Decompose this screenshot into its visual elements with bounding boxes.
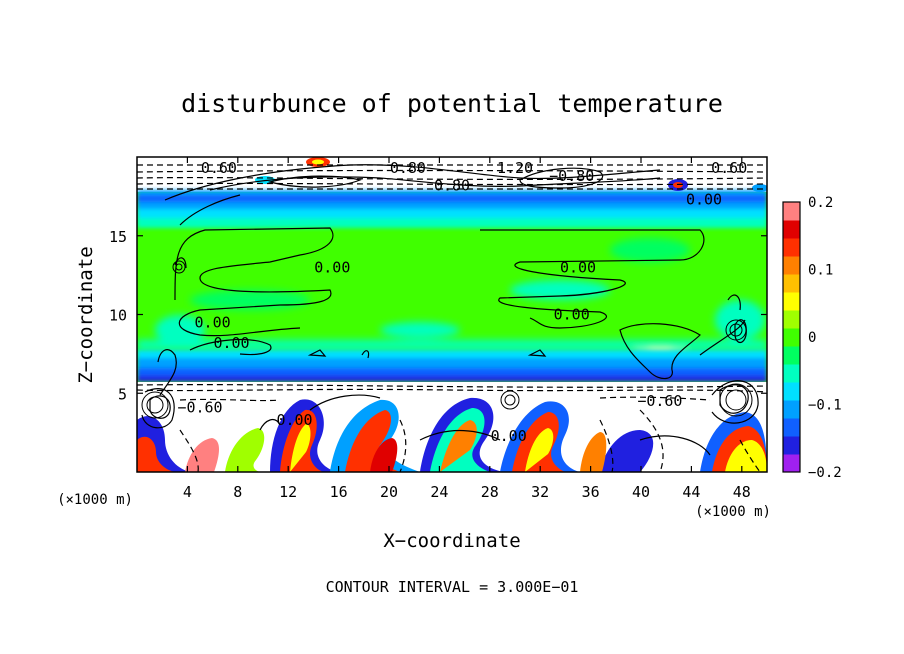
upper-layer [137, 157, 767, 192]
contour-label: 0.00 [491, 427, 527, 445]
colorbar-swatch [783, 202, 800, 221]
x-tick-label: 48 [733, 483, 751, 501]
y-tick-label: 5 [118, 385, 127, 403]
contour-label: 0.00 [195, 313, 231, 331]
contour-interval-note: CONTOUR INTERVAL = 3.000E−01 [326, 578, 579, 596]
colorbar-swatch [783, 400, 800, 419]
colorbar-swatch [783, 382, 800, 401]
colorbar-swatch [783, 310, 800, 329]
tropopause-band [137, 190, 767, 228]
contour-label: 0.80 [434, 176, 470, 194]
colorbar-swatch [783, 328, 800, 347]
colorbar-tick-label: −0.2 [808, 465, 842, 481]
colorbar: −0.2 −0.1 0 0.1 0.2 [782, 195, 842, 481]
contour-label: 0.60 [201, 159, 237, 177]
contour-labels: 0.00 0.00 0.00 0.00 0.00 0.00 −0.60 −0.60 0.00 0.… [177, 159, 747, 445]
contour-dense-blobs [141, 260, 753, 419]
y-axis-label: Z−coordinate [75, 246, 97, 383]
y-tick-label: 10 [109, 307, 127, 325]
contour-label: −0.80 [549, 167, 594, 185]
colorbar-swatch [783, 238, 800, 257]
lower-band [137, 350, 767, 382]
colorbar-tick-label: 0 [808, 330, 816, 346]
contour-label: 0.80 [390, 159, 426, 177]
contour-lines [141, 164, 759, 456]
y-axis-unit: (×1000 m) [57, 492, 133, 508]
colorbar-frame [782, 201, 801, 473]
x-tick-label: 8 [233, 483, 242, 501]
colorbar-swatch [783, 274, 800, 293]
contour-label: 0.00 [686, 191, 722, 209]
contour-label: 0.00 [276, 411, 312, 429]
x-axis-unit: (×1000 m) [695, 504, 771, 520]
contour-label: 0.00 [554, 306, 590, 324]
x-axis: 4 8 12 16 20 24 28 32 36 40 44 48 [183, 157, 751, 501]
x-axis-label: X−coordinate [383, 530, 520, 552]
colorbar-swatch [783, 454, 800, 473]
lower-plumes [137, 397, 767, 472]
heatmap-field: 0.00 0.00 0.00 0.00 0.00 0.00 −0.60 −0.60 0.00 0.… [137, 157, 767, 472]
x-tick-label: 4 [183, 483, 192, 501]
colorbar-swatch [783, 346, 800, 365]
colorbar-swatch [783, 364, 800, 383]
colorbar-tick-label: −0.1 [808, 398, 842, 414]
contour-label: 0.00 [560, 258, 596, 276]
x-tick-label: 24 [430, 483, 448, 501]
contour-label: −0.60 [637, 392, 682, 410]
y-tick-label: 15 [109, 228, 127, 246]
colorbar-swatch [783, 418, 800, 437]
contour-label: 0.60 [711, 159, 747, 177]
colorbar-swatch [783, 292, 800, 311]
contour-dashed [137, 164, 767, 472]
x-tick-label: 44 [682, 483, 700, 501]
x-tick-label: 40 [632, 483, 650, 501]
y-axis: 5 10 15 [109, 228, 767, 403]
contour-label: 1.20 [497, 159, 533, 177]
x-tick-label: 16 [330, 483, 348, 501]
colorbar-tick-label: 0.1 [808, 263, 833, 279]
colorbar-tick-label: 0.2 [808, 195, 833, 211]
x-tick-label: 28 [481, 483, 499, 501]
colorbar-swatch [783, 256, 800, 275]
chart-title: disturbunce of potential temperature [181, 89, 723, 118]
contour-label: −0.60 [177, 398, 222, 416]
x-tick-label: 36 [582, 483, 600, 501]
x-tick-label: 32 [531, 483, 549, 501]
x-tick-label: 12 [279, 483, 297, 501]
x-tick-label: 20 [380, 483, 398, 501]
colorbar-swatch [783, 436, 800, 455]
colorbar-swatch [783, 220, 800, 239]
contour-label: 0.00 [213, 334, 249, 352]
contour-label: 0.00 [314, 258, 350, 276]
